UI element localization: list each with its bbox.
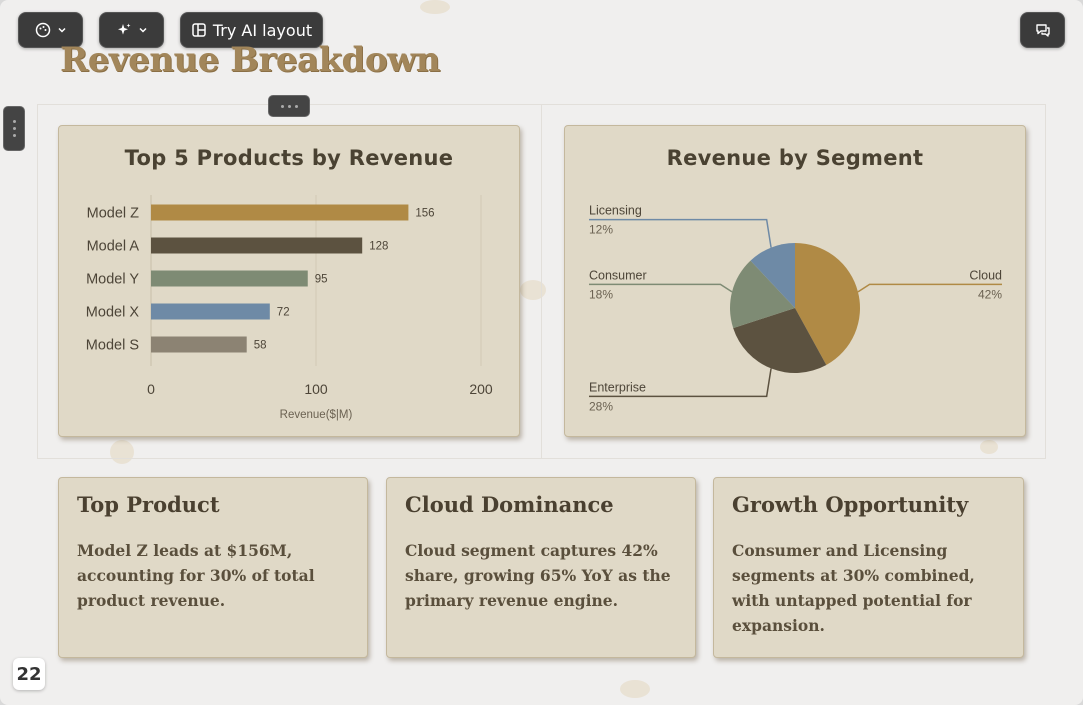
background-speck	[420, 0, 450, 14]
palette-icon	[35, 22, 51, 38]
bar	[151, 270, 308, 287]
top-drag-handle[interactable]	[268, 95, 310, 117]
data-label: 72	[277, 307, 290, 319]
ai-button[interactable]	[99, 12, 164, 48]
side-drag-handle[interactable]	[3, 106, 25, 151]
data-label: 128	[369, 241, 388, 253]
insight-card-growth-opportunity[interactable]: Growth Opportunity Consumer and Licensin…	[713, 477, 1024, 658]
bar-chart: 0 100 200 Model Z 156 Model A 128 Model Y 95 Mode…	[86, 195, 493, 421]
background-speck	[110, 440, 134, 464]
data-label: 156	[415, 208, 434, 220]
comments-button[interactable]	[1020, 12, 1065, 48]
slice-label: Licensing	[589, 204, 642, 218]
chart-grid-divider	[541, 104, 542, 459]
background-speck	[620, 680, 650, 698]
bar	[151, 303, 270, 320]
insight-body: Consumer and Licensing segments at 30% c…	[732, 541, 975, 635]
leader-line	[857, 283, 1002, 293]
slice-value-label: 18%	[589, 287, 613, 301]
slice-value-label: 12%	[589, 223, 613, 237]
category-label: Model A	[87, 239, 140, 255]
layout-icon	[191, 22, 207, 38]
chevron-down-icon	[138, 25, 148, 35]
chevron-down-icon	[57, 25, 67, 35]
insight-body: Cloud segment captures 42% share, growin…	[405, 541, 671, 610]
leader-line	[589, 218, 772, 248]
x-tick-label: 100	[304, 381, 328, 397]
data-label: 58	[254, 340, 267, 352]
slice-label: Consumer	[589, 268, 647, 282]
category-label: Model Y	[86, 272, 139, 288]
data-label: 95	[315, 274, 328, 286]
background-speck	[520, 280, 546, 300]
insight-card-top-product[interactable]: Top Product Model Z leads at $156M, acco…	[58, 477, 368, 658]
theme-button[interactable]	[18, 12, 83, 48]
x-tick-label: 0	[147, 381, 155, 397]
pie-chart-title: Revenue by Segment	[666, 146, 924, 170]
slice-value-label: 28%	[589, 399, 613, 413]
page-number[interactable]: 22	[13, 658, 45, 690]
slice-label: Enterprise	[589, 380, 646, 394]
insight-body: Model Z leads at $156M, accounting for 3…	[77, 541, 315, 610]
sparkle-icon	[116, 22, 132, 38]
category-label: Model Z	[87, 206, 140, 222]
insight-card-cloud-dominance[interactable]: Cloud Dominance Cloud segment captures 4…	[386, 477, 696, 658]
pie-chart-card[interactable]: Revenue by Segment Cloud 42% Enterprise 28%…	[564, 125, 1026, 437]
pie-slice	[795, 243, 860, 365]
pie-slice	[733, 308, 827, 373]
comments-icon	[1035, 22, 1051, 38]
background-speck	[980, 440, 998, 454]
slice-value-label: 42%	[978, 287, 1002, 301]
slice-label: Cloud	[969, 268, 1002, 282]
bar	[151, 336, 247, 353]
page-title[interactable]: Revenue Breakdown	[60, 40, 441, 80]
x-axis-label: Revenue($|M)	[280, 409, 353, 421]
insight-title: Cloud Dominance	[405, 492, 614, 517]
bar	[151, 237, 363, 254]
try-ai-layout-label: Try AI layout	[212, 20, 313, 40]
category-label: Model X	[86, 305, 140, 321]
leader-line	[589, 368, 772, 398]
insight-title: Top Product	[77, 492, 220, 517]
leader-line	[589, 283, 733, 293]
try-ai-layout-button[interactable]: Try AI layout	[180, 12, 323, 48]
bar-chart-title: Top 5 Products by Revenue	[124, 146, 454, 170]
pie-slice	[750, 243, 795, 308]
bar	[151, 204, 409, 221]
bar-chart-card[interactable]: Top 5 Products by Revenue 0 100 200 Model Z…	[58, 125, 520, 437]
pie-chart: Cloud 42% Enterprise 28% Consumer 18% Licensin…	[589, 204, 1002, 413]
pie-slice	[730, 260, 795, 329]
category-label: Model S	[86, 338, 139, 354]
x-tick-label: 200	[469, 381, 493, 397]
insight-title: Growth Opportunity	[732, 492, 969, 517]
